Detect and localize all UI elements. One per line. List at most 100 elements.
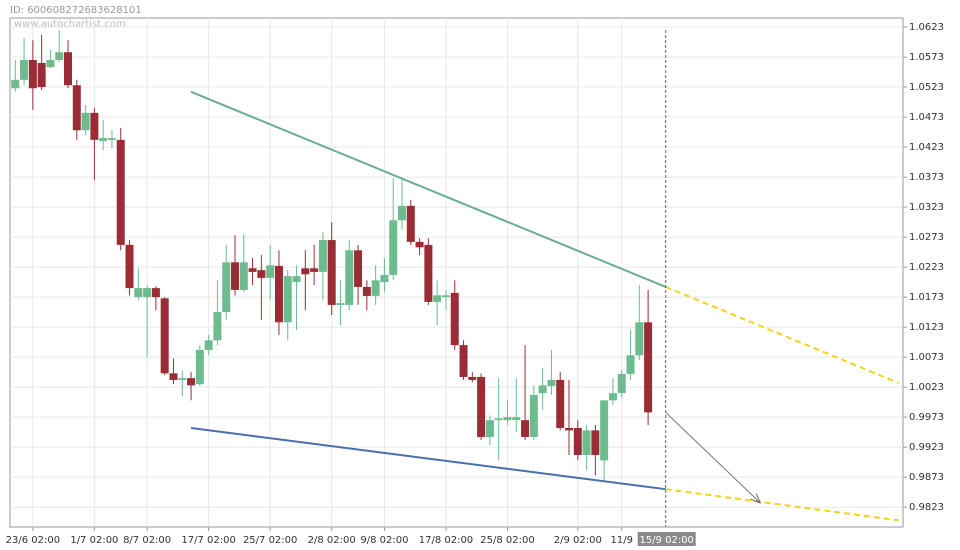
candle-body [248, 268, 257, 272]
trend-line [665, 285, 899, 384]
candle-body [485, 420, 494, 437]
candle-body [529, 394, 538, 437]
candle-body [143, 288, 152, 298]
candle-body [283, 276, 292, 323]
y-tick-label: 1.0323 [909, 202, 944, 213]
candle-body [415, 241, 424, 248]
trend-line [665, 488, 899, 522]
candle-body [169, 373, 178, 380]
candle-body [512, 417, 521, 421]
candle-body [204, 340, 213, 350]
candle-body [565, 427, 574, 431]
candle-body [257, 270, 266, 278]
candle-body [266, 265, 275, 278]
x-tick-label: 23/6 02:00 [6, 535, 60, 546]
candle-body [116, 139, 125, 245]
candle-body [424, 244, 433, 302]
candle-body [55, 52, 64, 61]
candle-body [37, 63, 46, 88]
candle-body [644, 322, 653, 413]
candle-body [389, 220, 398, 275]
chart-id: ID: 600608272683628101 [10, 5, 142, 16]
candle-body [617, 373, 626, 394]
candle-body [274, 265, 283, 323]
candle-body [160, 298, 169, 374]
y-tick-label: 1.0273 [909, 232, 944, 243]
candle-body [626, 355, 635, 374]
candle-body [134, 288, 143, 298]
y-tick-label: 1.0423 [909, 142, 944, 153]
candle-body [556, 379, 565, 428]
y-tick-label: 0.9923 [909, 442, 944, 453]
x-tick-label: 17/8 02:00 [419, 535, 473, 546]
candle-body [239, 262, 248, 290]
candle-body [459, 345, 468, 377]
candle-body [406, 205, 415, 242]
y-tick-label: 1.0223 [909, 262, 944, 273]
candle-body [441, 295, 450, 298]
candle-body [336, 303, 345, 305]
candle-body [573, 427, 582, 455]
candle-body [72, 85, 81, 131]
cursor-label: 15/9 02:00 [639, 535, 693, 546]
candle-body [20, 60, 29, 80]
candle-body [591, 430, 600, 455]
y-tick-label: 0.9873 [909, 472, 944, 483]
x-tick-label: 11/9 [611, 535, 633, 546]
x-tick-label: 8/7 02:00 [123, 535, 171, 546]
candle-body [398, 205, 407, 221]
candle-body [292, 276, 301, 283]
candle-body [90, 112, 99, 140]
x-tick-label: 9/8 02:00 [360, 535, 408, 546]
candle-body [538, 385, 547, 394]
candle-body [231, 262, 240, 290]
candle-body [380, 274, 389, 283]
candle-body [635, 322, 644, 356]
candle-body [354, 250, 363, 287]
candle-body [125, 244, 134, 289]
candle-body [28, 60, 37, 89]
y-tick-label: 1.0073 [909, 352, 944, 363]
watermark: www.autochartist.com [14, 19, 126, 30]
candle-body [362, 286, 371, 296]
x-tick-label: 2/9 02:00 [554, 535, 602, 546]
candle-body [494, 418, 503, 421]
candle-body [433, 295, 442, 302]
x-tick-label: 2/8 02:00 [308, 535, 356, 546]
candle-body [371, 280, 380, 296]
x-tick-label: 17/7 02:00 [181, 535, 235, 546]
candle-body [345, 250, 354, 305]
candle-body [503, 417, 512, 421]
candle-body [600, 400, 609, 461]
candle-body [468, 376, 477, 380]
x-tick-label: 1/7 02:00 [70, 535, 118, 546]
candle-body [301, 268, 310, 275]
candle-body [187, 378, 196, 386]
y-tick-label: 1.0473 [909, 112, 944, 123]
y-tick-label: 1.0023 [909, 382, 944, 393]
candle-body [64, 52, 73, 86]
candle-body [450, 292, 459, 346]
candle-body [213, 312, 222, 341]
candle-body [608, 393, 617, 401]
candle-body [195, 349, 204, 385]
trend-line [190, 426, 666, 491]
candle-body [81, 112, 90, 131]
candle-body [310, 268, 319, 272]
cursor-label-box [637, 532, 696, 546]
candle-body [222, 262, 231, 313]
y-tick-label: 0.9973 [909, 412, 944, 423]
y-tick-label: 1.0123 [909, 322, 944, 333]
y-tick-label: 0.9823 [909, 502, 944, 513]
candle-body [99, 138, 108, 142]
candle-body [11, 79, 20, 89]
x-tick-label: 25/8 02:00 [480, 535, 534, 546]
plot-frame [9, 17, 904, 528]
forecast-arrow [665, 411, 760, 502]
candle-body [547, 379, 556, 386]
trend-line [190, 90, 667, 288]
y-tick-label: 1.0173 [909, 292, 944, 303]
y-tick-label: 1.0623 [909, 22, 944, 33]
candle-body [582, 430, 591, 455]
